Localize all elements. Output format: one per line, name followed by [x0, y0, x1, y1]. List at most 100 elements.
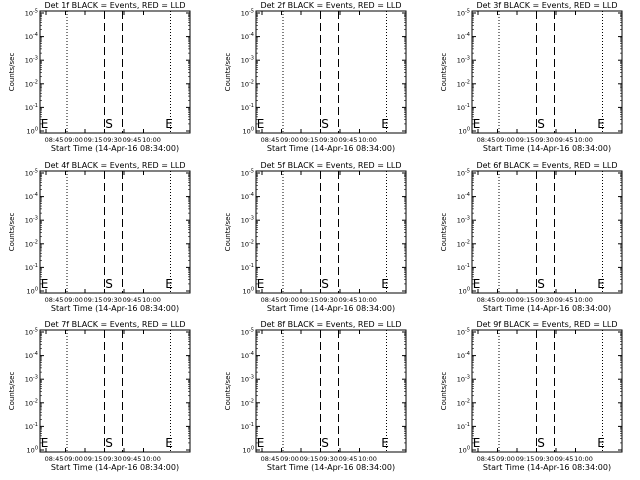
- plot-frame: [255, 170, 407, 294]
- y-tick-label: 10-4: [241, 32, 254, 41]
- event-marker: E: [41, 117, 49, 131]
- event-marker: E: [473, 277, 481, 291]
- x-tick-label: 09:30: [535, 455, 554, 463]
- y-tick-label: 10-4: [241, 192, 254, 201]
- y-tick-label: 100: [459, 446, 470, 455]
- x-tick-label: 10:00: [358, 296, 377, 304]
- y-tick-label: 10-4: [25, 351, 38, 360]
- x-tick-label: 09:30: [103, 296, 122, 304]
- y-axis-label: Counts/sec: [440, 213, 448, 252]
- y-tick-label: 10-5: [25, 328, 38, 337]
- x-tick-label: 09:45: [339, 136, 358, 144]
- x-tick-label: 09:15: [84, 136, 103, 144]
- y-tick-label: 100: [243, 287, 254, 296]
- y-tick-label: 10-4: [241, 351, 254, 360]
- x-tick-label: 10:00: [574, 136, 593, 144]
- y-tick-label: 100: [459, 127, 470, 136]
- event-marker: S: [537, 117, 545, 131]
- plot-frame: [471, 10, 623, 134]
- y-tick-label: 10-5: [25, 169, 38, 178]
- x-tick-label: 10:00: [142, 136, 161, 144]
- x-tick-label: 08:45: [261, 296, 280, 304]
- y-tick-label: 100: [27, 446, 38, 455]
- event-marker: S: [537, 277, 545, 291]
- chart-panel-9: Det 9f BLACK = Events, RED = LLD 100 10-1 1…: [440, 320, 623, 472]
- y-tick-label: 10-1: [241, 103, 254, 112]
- y-tick-label: 10-5: [457, 169, 470, 178]
- y-tick-label: 10-2: [457, 79, 470, 88]
- x-axis-label: Start Time (14-Apr-16 08:34:00): [483, 304, 611, 313]
- y-tick-label: 10-4: [25, 192, 38, 201]
- x-axis-label: Start Time (14-Apr-16 08:34:00): [267, 144, 395, 153]
- x-tick-label: 09:15: [300, 455, 319, 463]
- y-tick-label: 10-5: [241, 169, 254, 178]
- x-tick-label: 08:45: [477, 296, 496, 304]
- x-tick-label: 09:45: [123, 296, 142, 304]
- event-marker: S: [321, 117, 329, 131]
- y-tick-label: 10-4: [457, 351, 470, 360]
- event-marker: E: [257, 277, 265, 291]
- y-tick-label: 10-1: [25, 103, 38, 112]
- y-tick-label: 10-2: [457, 398, 470, 407]
- x-tick-label: 10:00: [142, 455, 161, 463]
- y-tick-label: 10-3: [241, 375, 254, 384]
- y-tick-label: 10-3: [25, 216, 38, 225]
- event-marker: E: [597, 436, 605, 450]
- y-tick-label: 10-3: [457, 375, 470, 384]
- plot-frame: [255, 329, 407, 453]
- x-axis-label: Start Time (14-Apr-16 08:34:00): [267, 304, 395, 313]
- x-axis-label: Start Time (14-Apr-16 08:34:00): [483, 144, 611, 153]
- plot-frame: [471, 170, 623, 294]
- event-marker: E: [165, 117, 173, 131]
- y-tick-label: 10-2: [25, 79, 38, 88]
- plot-frame: [39, 329, 191, 453]
- x-tick-label: 09:30: [319, 296, 338, 304]
- x-tick-label: 09:45: [339, 296, 358, 304]
- event-marker: E: [473, 436, 481, 450]
- plot-frame: [471, 329, 623, 453]
- x-axis-label: Start Time (14-Apr-16 08:34:00): [267, 463, 395, 472]
- x-tick-label: 09:30: [103, 455, 122, 463]
- x-tick-label: 10:00: [574, 296, 593, 304]
- y-tick-label: 10-4: [25, 32, 38, 41]
- chart-panel-5: Det 5f BLACK = Events, RED = LLD 100 10-1 1…: [224, 161, 407, 313]
- chart-panel-6: Det 6f BLACK = Events, RED = LLD 100 10-1 1…: [440, 161, 623, 313]
- y-axis-label: Counts/sec: [8, 213, 16, 252]
- x-tick-label: 10:00: [142, 296, 161, 304]
- y-tick-label: 10-2: [241, 239, 254, 248]
- event-marker: S: [105, 117, 113, 131]
- x-axis-label: Start Time (14-Apr-16 08:34:00): [51, 304, 179, 313]
- x-tick-label: 09:45: [123, 455, 142, 463]
- y-tick-label: 10-5: [241, 9, 254, 18]
- event-marker: E: [41, 436, 49, 450]
- x-axis-label: Start Time (14-Apr-16 08:34:00): [483, 463, 611, 472]
- y-tick-label: 100: [27, 127, 38, 136]
- y-tick-label: 10-1: [25, 422, 38, 431]
- y-tick-label: 10-2: [457, 239, 470, 248]
- x-tick-label: 09:15: [516, 455, 535, 463]
- x-tick-label: 09:30: [319, 136, 338, 144]
- x-tick-label: 09:15: [84, 455, 103, 463]
- event-marker: E: [597, 277, 605, 291]
- event-marker: E: [473, 117, 481, 131]
- chart-panel-1: Det 1f BLACK = Events, RED = LLD 100 10-1 1…: [8, 1, 191, 153]
- y-tick-label: 10-5: [457, 328, 470, 337]
- y-tick-label: 10-1: [241, 263, 254, 272]
- x-tick-label: 08:45: [45, 136, 64, 144]
- chart-title: Det 9f BLACK = Events, RED = LLD: [476, 320, 617, 329]
- y-tick-label: 10-5: [457, 9, 470, 18]
- y-tick-label: 100: [243, 127, 254, 136]
- chart-panel-3: Det 3f BLACK = Events, RED = LLD 100 10-1 1…: [440, 1, 623, 153]
- event-marker: S: [321, 277, 329, 291]
- event-marker: E: [165, 436, 173, 450]
- y-tick-label: 10-2: [25, 398, 38, 407]
- event-marker: E: [41, 277, 49, 291]
- x-tick-label: 09:00: [280, 455, 299, 463]
- y-tick-label: 10-3: [457, 216, 470, 225]
- event-marker: S: [321, 436, 329, 450]
- chart-panel-4: Det 4f BLACK = Events, RED = LLD 100 10-1 1…: [8, 161, 191, 313]
- chart-panel-7: Det 7f BLACK = Events, RED = LLD 100 10-1 1…: [8, 320, 191, 472]
- x-tick-label: 09:15: [84, 296, 103, 304]
- y-tick-label: 10-5: [241, 328, 254, 337]
